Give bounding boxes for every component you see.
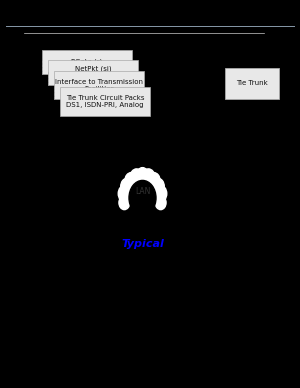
Circle shape — [155, 196, 166, 210]
Circle shape — [130, 169, 143, 185]
Text: Interface to Transmission
Facilities: Interface to Transmission Facilities — [55, 79, 143, 92]
Circle shape — [118, 185, 131, 202]
Bar — [54, 71, 144, 99]
Bar — [42, 50, 132, 74]
Bar — [60, 87, 150, 116]
Bar — [225, 68, 279, 99]
Bar — [48, 60, 138, 85]
Text: Tie Trunk Circuit Packs
DS1, ISDN-PRI, Analog: Tie Trunk Circuit Packs DS1, ISDN-PRI, A… — [66, 95, 144, 108]
Wedge shape — [120, 171, 165, 197]
Text: NetPkt (si)
PI (si): NetPkt (si) PI (si) — [75, 66, 111, 80]
Bar — [117, 217, 168, 233]
Circle shape — [136, 168, 149, 184]
Circle shape — [125, 173, 138, 189]
Circle shape — [147, 173, 160, 189]
Circle shape — [152, 178, 164, 195]
Circle shape — [119, 196, 130, 210]
Circle shape — [154, 185, 167, 202]
Circle shape — [142, 169, 155, 185]
Text: Typical: Typical — [121, 239, 164, 249]
Text: Tie Trunk: Tie Trunk — [236, 80, 268, 87]
Circle shape — [121, 178, 134, 195]
Circle shape — [129, 180, 156, 215]
Text: PGate (r): PGate (r) — [71, 59, 103, 65]
Text: LAN: LAN — [135, 187, 150, 196]
